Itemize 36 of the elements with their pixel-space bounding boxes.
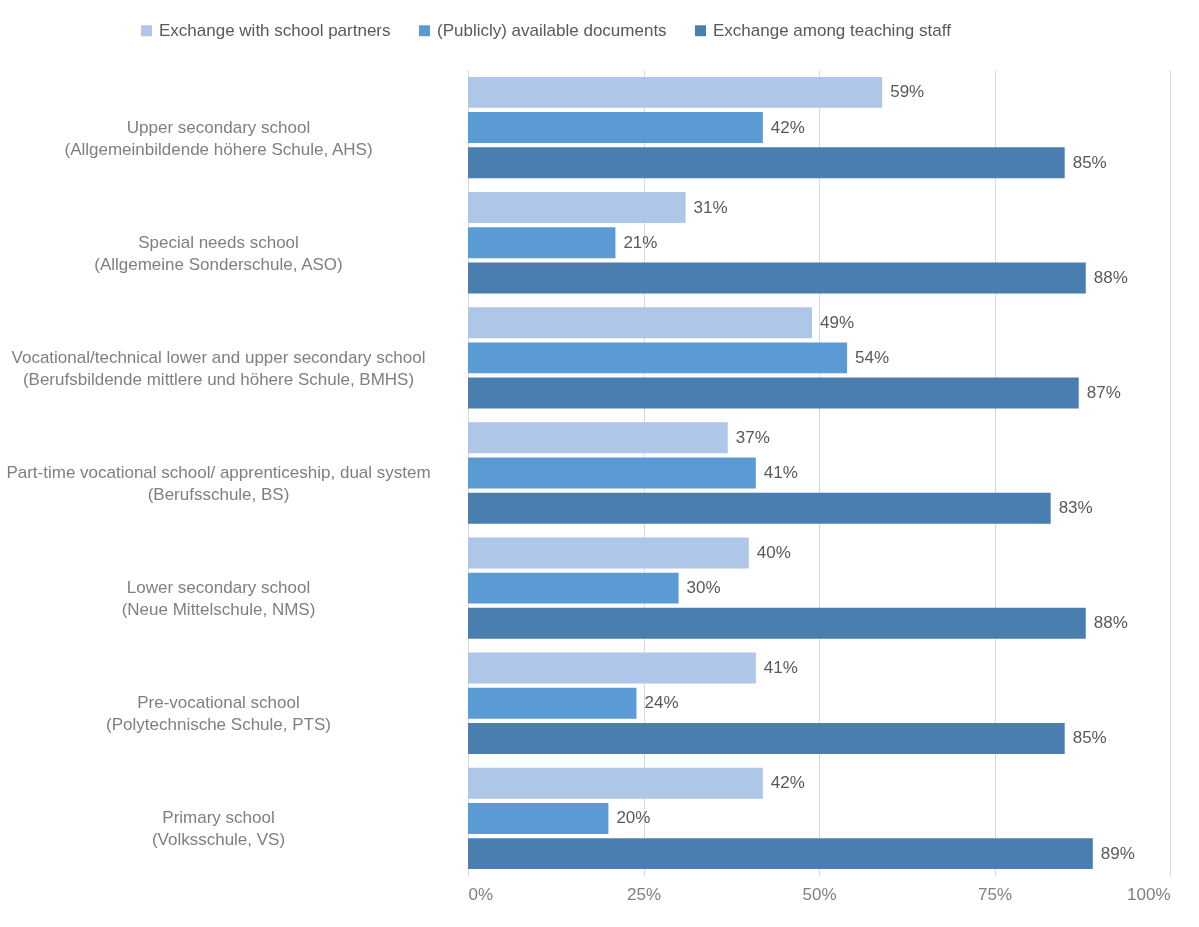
legend-label: Exchange among teaching staff [713, 20, 952, 40]
y-tick-label: Upper secondary school (Allgemeinbildende höhere Schule, AHS) [64, 117, 373, 159]
y-tick-label: Special needs school (Allgemeine Sonderschule, ASO) [94, 232, 343, 274]
data-label: 83% [1058, 498, 1093, 518]
x-tick-label: 0% [468, 884, 494, 904]
y-tick-label: Lower secondary school (Neue Mittelschule, NMS) [121, 578, 316, 620]
data-label: 88% [1093, 267, 1128, 287]
y-tick-label: Pre-vocational school (Polytechnische Schule, PTS) [106, 693, 331, 735]
y-tick-label: Vocational/technical lower and upper secondary school (Berufsbildende mittlere und höhere Schule, BMHS) [11, 347, 426, 389]
legend-label: Exchange with school partners [159, 20, 391, 40]
data-label: 42% [770, 117, 805, 137]
x-tick-label: 100% [1127, 884, 1171, 904]
legend-label: (Publicly) available documents [437, 20, 667, 40]
x-tick-label: 25% [626, 884, 662, 904]
data-label: 41% [763, 463, 798, 482]
data-label: 31% [693, 197, 728, 217]
data-label: 42% [770, 773, 805, 793]
x-tick-label: 75% [977, 884, 1013, 904]
data-label: 20% [616, 808, 651, 828]
data-label: 21% [623, 232, 658, 252]
data-label: 54% [855, 347, 890, 367]
data-label: 88% [1093, 613, 1128, 633]
data-label: 40% [756, 542, 791, 562]
data-label: 85% [1072, 728, 1107, 748]
data-label: 87% [1086, 383, 1121, 403]
data-label: 59% [890, 82, 925, 102]
data-label: 89% [1100, 843, 1135, 863]
data-label: 24% [644, 693, 679, 713]
x-tick-label: 50% [802, 884, 837, 904]
y-tick-label: Primary school (Volksschule, VS) [151, 808, 286, 850]
y-tick-label: Part-time vocational school/ apprenticeship, dual system (Berufsschule, BS) [6, 463, 431, 504]
data-label: 85% [1072, 152, 1107, 172]
data-label: 49% [819, 312, 855, 332]
data-label: 37% [735, 427, 770, 447]
data-label: 41% [763, 658, 798, 678]
data-label: 30% [686, 578, 721, 598]
